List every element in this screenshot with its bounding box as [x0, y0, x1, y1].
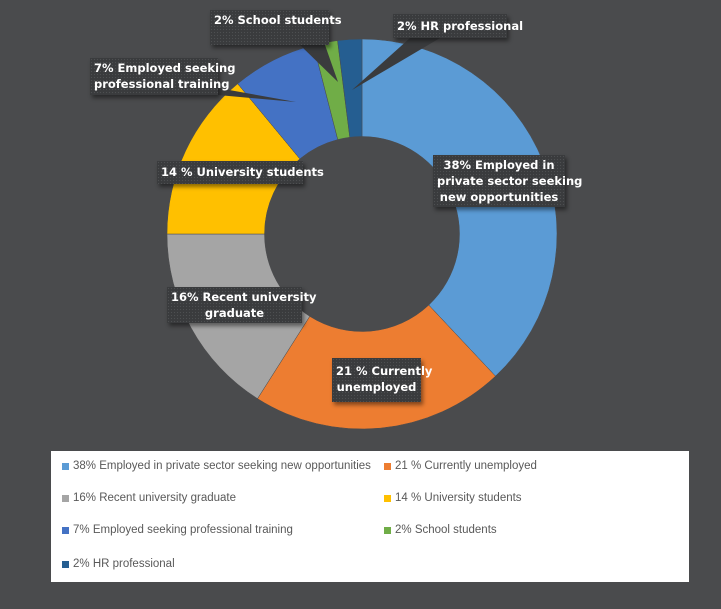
legend-swatch — [62, 494, 69, 502]
legend-item-university-students: 14 % University students — [384, 492, 522, 504]
legend-item-recent-graduate: 16% Recent university graduate — [62, 492, 236, 504]
legend-item-hr-professional: 2% HR professional — [62, 558, 175, 570]
legend-item-professional-training: 7% Employed seeking professional trainin… — [62, 524, 293, 536]
pointer-hr-professional — [352, 38, 440, 90]
legend-swatch — [384, 462, 391, 470]
legend-item-unemployed: 21 % Currently unemployed — [384, 460, 537, 472]
data-label-hr-professional: 2% HR professional — [393, 14, 523, 38]
slice-hr-professional — [337, 38, 363, 138]
chart-legend: 38% Employed in private sector seeking n… — [51, 451, 689, 582]
pointer-school-students — [300, 45, 338, 82]
data-label-private-sector: 38% Employed in private sector seeking n… — [433, 155, 582, 207]
slice-private-sector — [361, 38, 558, 377]
legend-item-school-students: 2% School students — [384, 524, 497, 536]
legend-swatch — [384, 494, 391, 502]
data-label-university-students: 14 % University students — [157, 161, 324, 184]
data-label-school-students: 2% School students — [210, 10, 342, 45]
legend-swatch — [62, 462, 69, 470]
data-label-professional-training: 7% Employed seeking professional trainin… — [90, 58, 235, 95]
legend-swatch — [62, 560, 69, 568]
legend-item-private-sector: 38% Employed in private sector seeking n… — [62, 460, 371, 472]
legend-swatch — [62, 526, 69, 534]
data-label-unemployed: 21 % Currently unemployed — [332, 358, 432, 402]
pointer-professional-training — [218, 88, 296, 102]
data-label-recent-graduate: 16% Recent university graduate — [167, 287, 317, 323]
callout-pointers — [218, 38, 440, 102]
legend-swatch — [384, 526, 391, 534]
